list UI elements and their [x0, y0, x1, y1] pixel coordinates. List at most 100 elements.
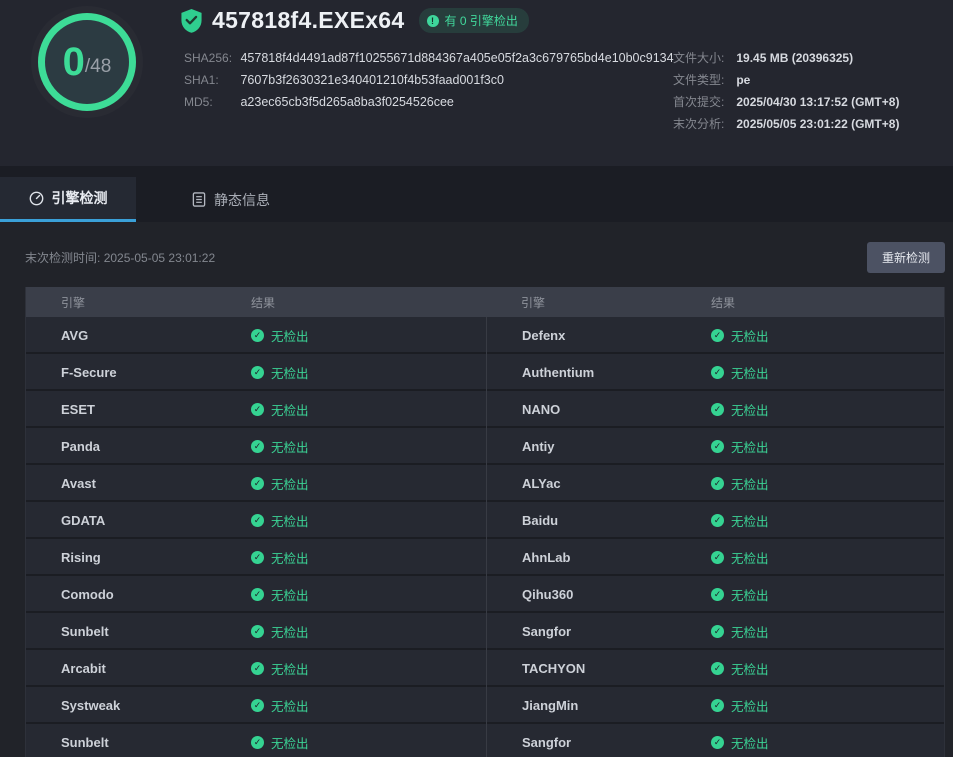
- file-summary-header: 0 /48 457818f4.EXEx64 ! 有 0 引擎检出 SHA256:…: [0, 0, 953, 166]
- check-circle-icon: ✓: [251, 514, 264, 527]
- right-result: ✓ 无检出: [676, 659, 946, 678]
- sha256-label: SHA256:: [184, 51, 233, 65]
- table-row: Rising ✓ 无检出 AhnLab ✓ 无检出: [26, 539, 944, 576]
- left-result: ✓ 无检出: [216, 622, 486, 641]
- file-size-value: 19.45 MB (20396325): [736, 51, 854, 65]
- check-circle-icon: ✓: [711, 329, 724, 342]
- right-engine-name: Antiy: [486, 428, 676, 465]
- md5-row: MD5: a23ec65cb3f5d265a8ba3f0254526cee: [184, 91, 674, 113]
- file-size-row: 文件大小: 19.45 MB (20396325): [673, 47, 899, 69]
- tab-static-info-label: 静态信息: [214, 191, 270, 208]
- md5-value: a23ec65cb3f5d265a8ba3f0254526cee: [240, 95, 454, 109]
- check-circle-icon: ✓: [711, 477, 724, 490]
- left-result: ✓ 无检出: [216, 585, 486, 604]
- rescan-button[interactable]: 重新检测: [866, 242, 945, 273]
- gauge-icon: [29, 191, 44, 206]
- check-circle-icon: ✓: [251, 588, 264, 601]
- file-type-row: 文件类型: pe: [673, 69, 899, 91]
- exclamation-circle-icon: !: [426, 14, 439, 27]
- left-result: ✓ 无检出: [216, 548, 486, 567]
- right-engine-name: TACHYON: [486, 650, 676, 687]
- right-result: ✓ 无检出: [676, 511, 946, 530]
- right-result: ✓ 无检出: [676, 326, 946, 345]
- right-engine-name: AhnLab: [486, 539, 676, 576]
- tab-engine-detection-label: 引擎检测: [51, 190, 108, 206]
- right-result: ✓ 无检出: [676, 585, 946, 604]
- detection-count-badge: ! 有 0 引擎检出: [418, 8, 529, 33]
- hash-block: SHA256: 457818f4d4491ad87f10255671d88436…: [184, 47, 674, 113]
- left-engine-name: Arcabit: [61, 661, 106, 676]
- result-label: 无检出: [271, 589, 309, 603]
- left-engine-name: F-Secure: [61, 365, 117, 380]
- sha1-row: SHA1: 7607b3f2630321e340401210f4b53faad0…: [184, 69, 674, 91]
- table-row: Panda ✓ 无检出 Antiy ✓ 无检出: [26, 428, 944, 465]
- right-engine-name: Authentium: [486, 354, 676, 391]
- title-row: 457818f4.EXEx64 ! 有 0 引擎检出: [180, 7, 529, 34]
- check-circle-icon: ✓: [251, 662, 264, 675]
- left-result: ✓ 无检出: [216, 733, 486, 752]
- right-engine-name: NANO: [486, 391, 676, 428]
- check-circle-icon: ✓: [251, 329, 264, 342]
- right-result: ✓ 无检出: [676, 733, 946, 752]
- last-check-value: 2025-05-05 23:01:22: [103, 251, 216, 265]
- col-engine-left: 引擎: [61, 295, 86, 310]
- result-label: 无检出: [271, 404, 309, 418]
- result-label: 无检出: [271, 478, 309, 492]
- check-circle-icon: ✓: [251, 551, 264, 564]
- result-label: 无检出: [271, 626, 309, 640]
- check-circle-icon: ✓: [711, 366, 724, 379]
- result-label: 无检出: [731, 626, 769, 640]
- left-engine-name: Avast: [61, 476, 96, 491]
- result-label: 无检出: [271, 515, 309, 529]
- result-label: 无检出: [731, 441, 769, 455]
- right-result: ✓ 无检出: [676, 548, 946, 567]
- file-size-label: 文件大小:: [673, 51, 725, 65]
- sha1-label: SHA1:: [184, 73, 219, 87]
- table-row: F-Secure ✓ 无检出 Authentium ✓ 无检出: [26, 354, 944, 391]
- right-engine-name: Baidu: [486, 502, 676, 539]
- check-circle-icon: ✓: [711, 736, 724, 749]
- md5-label: MD5:: [184, 95, 213, 109]
- tab-static-info[interactable]: 静态信息: [168, 177, 294, 222]
- check-circle-icon: ✓: [711, 403, 724, 416]
- left-engine-name: GDATA: [61, 513, 106, 528]
- right-engine-name: ALYac: [486, 465, 676, 502]
- last-analysis-row: 末次分析: 2025/05/05 23:01:22 (GMT+8): [673, 113, 899, 135]
- badge-label: 有 0 引擎检出: [444, 14, 518, 28]
- check-circle-icon: ✓: [711, 625, 724, 638]
- file-type-label: 文件类型:: [673, 73, 725, 87]
- last-check-time: 末次检测时间: 2025-05-05 23:01:22: [25, 249, 215, 266]
- file-title: 457818f4.EXEx64: [212, 7, 405, 33]
- check-circle-icon: ✓: [251, 403, 264, 416]
- sha1-value: 7607b3f2630321e340401210f4b53faad001f3c0: [240, 73, 504, 87]
- result-label: 无检出: [271, 737, 309, 751]
- result-label: 无检出: [271, 663, 309, 677]
- left-engine-name: Rising: [61, 550, 101, 565]
- check-circle-icon: ✓: [711, 662, 724, 675]
- check-circle-icon: ✓: [251, 440, 264, 453]
- result-label: 无检出: [271, 552, 309, 566]
- right-result: ✓ 无检出: [676, 474, 946, 493]
- detection-toolbar: 末次检测时间: 2025-05-05 23:01:22 重新检测: [0, 222, 953, 287]
- tab-engine-detection[interactable]: 引擎检测: [0, 177, 136, 222]
- check-circle-icon: ✓: [711, 551, 724, 564]
- table-row: AVG ✓ 无检出 Defenx ✓ 无检出: [26, 317, 944, 354]
- right-result: ✓ 无检出: [676, 437, 946, 456]
- result-label: 无检出: [731, 515, 769, 529]
- table-row: Avast ✓ 无检出 ALYac ✓ 无检出: [26, 465, 944, 502]
- left-result: ✓ 无检出: [216, 511, 486, 530]
- right-engine-name: Sangfor: [486, 724, 676, 757]
- result-label: 无检出: [271, 700, 309, 714]
- right-result: ✓ 无检出: [676, 400, 946, 419]
- col-engine-right: 引擎: [521, 295, 546, 310]
- score-total: /48: [84, 56, 112, 77]
- table-row: Sunbelt ✓ 无检出 Sangfor ✓ 无检出: [26, 724, 944, 757]
- table-row: Systweak ✓ 无检出 JiangMin ✓ 无检出: [26, 687, 944, 724]
- left-result: ✓ 无检出: [216, 363, 486, 382]
- result-label: 无检出: [271, 330, 309, 344]
- check-circle-icon: ✓: [251, 366, 264, 379]
- first-submit-label: 首次提交:: [673, 95, 725, 109]
- table-row: Comodo ✓ 无检出 Qihu360 ✓ 无检出: [26, 576, 944, 613]
- engine-table-body: AVG ✓ 无检出 Defenx ✓ 无检出 F-Secure ✓ 无检出 Au…: [26, 317, 944, 757]
